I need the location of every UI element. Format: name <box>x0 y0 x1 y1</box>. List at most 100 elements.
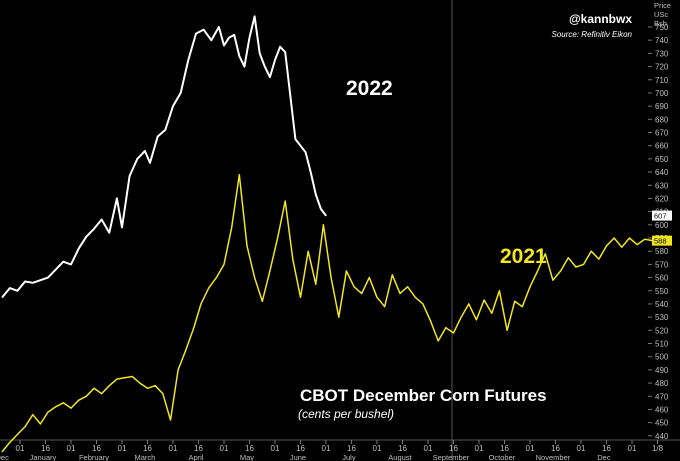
x-tick-label: 01 <box>16 444 25 453</box>
data-point-2022 <box>228 37 230 39</box>
data-point-2021 <box>514 300 516 302</box>
last-value-text-2021: 588 <box>654 237 667 246</box>
month-label: July <box>342 453 356 461</box>
data-point-2021 <box>483 299 485 301</box>
data-point-2022 <box>289 95 291 97</box>
data-point-2021 <box>437 340 439 342</box>
month-label: Dec <box>597 453 611 461</box>
x-tick-label: 01 <box>271 444 280 453</box>
data-point-2022 <box>108 232 110 234</box>
data-point-2022 <box>116 197 118 199</box>
y-tick-label: 640 <box>655 168 669 177</box>
source-note: Source: Refinitiv Eikon <box>552 30 633 39</box>
data-point-2021 <box>644 238 646 240</box>
data-point-2022 <box>187 59 189 61</box>
data-point-2022 <box>1 296 3 298</box>
data-point-2022 <box>254 15 256 17</box>
series-layer <box>1 15 654 453</box>
data-point-2021 <box>116 378 118 380</box>
data-point-2021 <box>85 395 87 397</box>
data-point-2021 <box>345 270 347 272</box>
y-tick-label: 750 <box>655 23 669 32</box>
y-tick-label: 460 <box>655 405 669 414</box>
data-point-2021 <box>246 245 248 247</box>
data-point-2021 <box>277 237 279 239</box>
month-label: May <box>240 453 254 461</box>
data-point-2021 <box>231 226 233 228</box>
month-label: March <box>135 453 156 461</box>
data-point-2021 <box>78 399 80 401</box>
data-point-2022 <box>203 29 205 31</box>
data-point-2022 <box>269 76 271 78</box>
data-point-2021 <box>537 270 539 272</box>
data-point-2021 <box>39 423 42 425</box>
data-point-2021 <box>261 300 263 302</box>
data-point-2022 <box>210 39 212 41</box>
data-point-2021 <box>399 292 401 294</box>
author-handle: @kannbwx <box>569 12 632 26</box>
x-axis-month-labels: Dec January February March April May June July A… <box>0 453 611 461</box>
data-point-2021 <box>445 327 447 329</box>
data-point-2021 <box>605 245 608 247</box>
data-point-2021 <box>452 332 455 334</box>
data-point-2021 <box>208 287 210 289</box>
data-point-2022 <box>39 279 42 281</box>
y-tick-label: 440 <box>655 432 669 441</box>
data-point-2021 <box>376 296 378 298</box>
data-point-2021 <box>101 393 103 395</box>
y-tick-label: 480 <box>655 379 669 388</box>
x-tick-label: 01 <box>526 444 535 453</box>
x-tick-label: 01 <box>169 444 178 453</box>
data-point-2021 <box>16 433 18 436</box>
data-point-2021 <box>560 270 562 272</box>
x-tick-label: 01 <box>322 444 331 453</box>
data-point-2021 <box>70 407 72 409</box>
y-tick-label: 550 <box>655 287 669 296</box>
data-point-2021 <box>590 250 592 252</box>
data-point-2021 <box>407 286 409 288</box>
series-label-2022: 2022 <box>346 77 393 100</box>
data-point-2021 <box>123 377 126 379</box>
y-tick-label: 660 <box>655 142 669 151</box>
month-label: October <box>489 453 516 461</box>
data-point-2021 <box>621 246 623 248</box>
data-point-2022 <box>315 193 317 196</box>
data-point-2021 <box>223 263 225 265</box>
y-tick-label: 470 <box>655 392 669 401</box>
data-point-2022 <box>248 37 251 39</box>
x-tick-label: 16 <box>602 444 611 453</box>
data-point-2021 <box>368 277 370 279</box>
data-point-2022 <box>172 105 174 107</box>
x-tick-label: 01 <box>373 444 382 453</box>
month-label: November <box>536 453 571 461</box>
data-point-2021 <box>169 419 172 421</box>
chart-title: CBOT December Corn Futures <box>300 386 547 405</box>
last-value-badges: 607 588 <box>652 210 672 246</box>
x-tick-label: 16 <box>500 444 509 453</box>
y-tick-label: 620 <box>655 194 669 203</box>
data-point-2021 <box>414 296 416 298</box>
data-point-2021 <box>284 200 286 202</box>
x-tick-label: 01 <box>424 444 433 453</box>
y-tick-label: 680 <box>655 115 669 124</box>
data-point-2021 <box>292 258 294 260</box>
y-tick-label: 600 <box>655 221 669 230</box>
data-point-2021 <box>154 385 156 387</box>
data-point-2022 <box>55 269 57 271</box>
month-label: February <box>79 453 109 461</box>
x-tick-label: 1/8 <box>652 444 664 453</box>
y-tick-label: 730 <box>655 49 669 58</box>
x-tick-label: 16 <box>398 444 407 453</box>
y-tick-label: 650 <box>655 155 669 164</box>
data-point-2021 <box>131 375 133 378</box>
data-point-2022 <box>62 261 64 263</box>
x-tick-label: 01 <box>577 444 586 453</box>
y-tick-label: 670 <box>655 129 669 138</box>
data-point-2021 <box>506 329 508 331</box>
x-tick-label: 16 <box>41 444 50 453</box>
data-point-2022 <box>85 236 87 238</box>
data-point-2022 <box>310 171 312 173</box>
data-point-2022 <box>305 151 307 153</box>
x-tick-label: 16 <box>296 444 305 453</box>
x-axis-ticks: 01 16 01 16 01 16 01 16 01 16 01 16 01 16 01 16 01 16 01 16… <box>16 440 664 453</box>
